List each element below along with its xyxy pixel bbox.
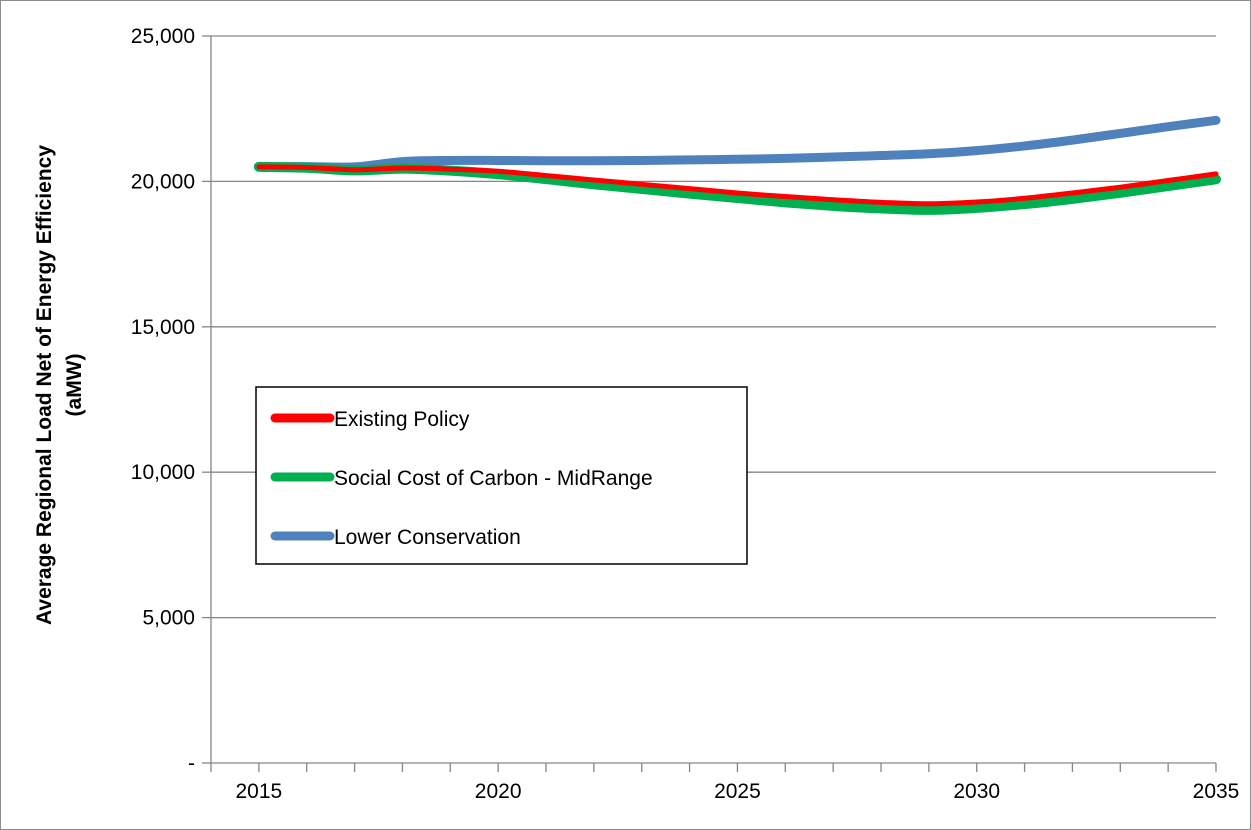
- y-tick-label: 5,000: [142, 607, 195, 630]
- legend-items: Existing Policy Social Cost of Carbon - M…: [270, 408, 653, 549]
- legend-label-existing-policy: Existing Policy: [334, 408, 470, 431]
- x-tick-label: 2015: [235, 780, 282, 803]
- y-tick-label: 15,000: [131, 316, 195, 339]
- y-tick-label: 20,000: [131, 170, 195, 193]
- series-line-social-cost-of-carbon-midrange: [253, 161, 1221, 215]
- legend-label-social-cost-of-carbon-midrange: Social Cost of Carbon - MidRange: [334, 467, 653, 490]
- series-line-existing-policy: [256, 164, 1219, 207]
- legend-label-lower-conservation: Lower Conservation: [334, 526, 521, 549]
- legend-box: [255, 386, 748, 565]
- series-lines: [253, 115, 1221, 215]
- x-tick-label: 2030: [953, 780, 1000, 803]
- series-line-lower-conservation: [254, 115, 1221, 172]
- y-tick-label: 10,000: [131, 461, 195, 484]
- y-axis-unit: (aMW): [63, 354, 86, 417]
- y-tick-label: 25,000: [131, 25, 195, 48]
- x-tick-label: 2025: [714, 780, 761, 803]
- y-tick-label: -: [188, 752, 195, 775]
- x-tick-label: 2020: [475, 780, 522, 803]
- legend: Existing Policy Social Cost of Carbon - M…: [255, 386, 748, 565]
- axes: - 5,000 10,000 15,000 20,000 25,000 2015 2020 20…: [131, 25, 1240, 803]
- x-tick-label: 2035: [1193, 780, 1240, 803]
- y-axis-title: Average Regional Load Net of Energy Effi…: [33, 145, 56, 625]
